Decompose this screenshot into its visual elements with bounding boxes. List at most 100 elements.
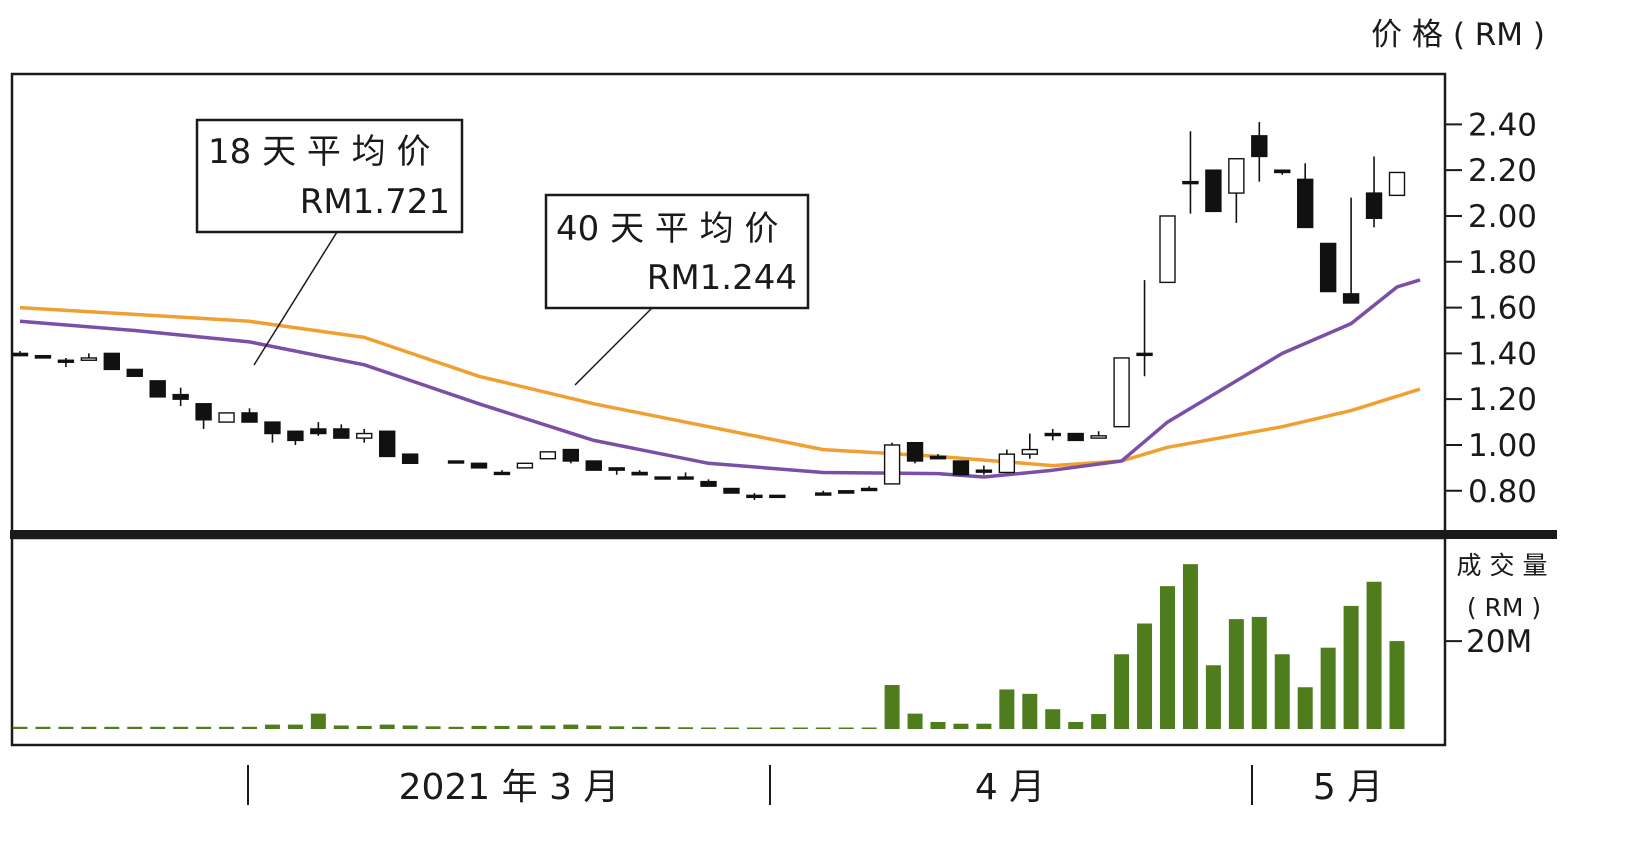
candle-body [447, 460, 465, 464]
candle-body [952, 460, 970, 476]
volume-bar [1320, 647, 1336, 729]
volume-bar [1274, 654, 1290, 729]
candle-body [585, 460, 602, 471]
candle-body [218, 412, 235, 423]
volume-bar [976, 723, 992, 729]
candle-body [1228, 158, 1245, 194]
candle [608, 467, 625, 475]
candle [860, 486, 878, 492]
candle-body [998, 453, 1016, 474]
candle [11, 351, 29, 357]
candle [1274, 169, 1291, 175]
candle-body [310, 428, 327, 435]
price-tick-label: 2.20 [1468, 153, 1537, 189]
candle [264, 421, 281, 443]
candle [746, 493, 763, 500]
candle [1136, 280, 1153, 377]
candle [1090, 431, 1107, 439]
volume-bar [333, 725, 349, 729]
price-tick-label: 1.00 [1468, 428, 1537, 464]
volume-bar [58, 726, 74, 729]
volume-bar [425, 726, 441, 729]
candle [1205, 169, 1222, 213]
candle-body [860, 487, 878, 492]
volume-bar [815, 727, 831, 729]
candle [80, 353, 98, 361]
volume-bar [953, 723, 969, 729]
candlesticks [11, 122, 1406, 500]
candle-body [677, 476, 694, 480]
volume-axis-title: 成 交 量 [1457, 551, 1548, 580]
candle [356, 428, 373, 443]
ma40-callout-title: 40 天 平 均 价 [556, 209, 779, 249]
candle [516, 462, 534, 469]
candle [218, 412, 235, 423]
candle [585, 460, 602, 471]
candle-body [57, 359, 75, 363]
ma40-pointer [574, 307, 653, 386]
volume-bar [930, 721, 946, 729]
candle [447, 460, 465, 464]
candle [1113, 357, 1130, 428]
volume-bar [907, 713, 923, 729]
candle [815, 490, 832, 496]
candle [493, 470, 511, 476]
candle [333, 424, 350, 439]
volume-bar [379, 724, 395, 729]
candle [677, 472, 694, 480]
volume-bar [287, 724, 303, 729]
candle [700, 479, 717, 487]
volume-bar [678, 727, 694, 729]
price-tick-label: 1.60 [1468, 291, 1537, 327]
volume-bar [792, 727, 808, 729]
volume-axis-title-unit: ( RM ) [1467, 593, 1541, 622]
candle-body [1159, 215, 1176, 284]
price-tick-label: 1.80 [1468, 245, 1537, 281]
candle-body [493, 471, 511, 476]
volume-bar [127, 726, 143, 729]
candle [1228, 158, 1245, 223]
candle-body [1296, 178, 1314, 229]
candle-body [241, 412, 258, 423]
volume-bar [173, 726, 189, 729]
volume-bar [563, 724, 579, 729]
candle-body [149, 380, 166, 398]
candle [769, 494, 786, 499]
candle [952, 460, 970, 476]
candle [975, 465, 993, 475]
candle-body [1274, 169, 1291, 174]
panel-divider [10, 530, 1557, 539]
candle [103, 352, 121, 371]
candle-body [379, 430, 396, 458]
candle-body [654, 476, 671, 480]
candle-body [1021, 448, 1038, 455]
volume-bar [471, 725, 487, 729]
candle-body [195, 403, 212, 421]
volume-bar [632, 726, 648, 729]
volume-bar [1366, 581, 1382, 729]
volume-bar [264, 724, 280, 729]
volume-bar [769, 727, 785, 729]
candle [126, 368, 143, 377]
candle [470, 462, 488, 469]
price-tick-label: 2.40 [1468, 107, 1537, 143]
price-tick-label: 2.00 [1468, 199, 1537, 235]
volume-bar [1137, 623, 1153, 729]
volume-bar [1182, 564, 1198, 729]
price-axis-title: 价 格 ( RM ) [1371, 17, 1545, 53]
ma18-line [19, 278, 1421, 479]
candle-body [883, 444, 901, 485]
candle-body [562, 448, 579, 462]
candle-body [700, 480, 717, 487]
price-tick-label: 0.80 [1468, 474, 1537, 510]
candle-body [11, 352, 29, 357]
candle [1342, 197, 1360, 304]
candle-body [103, 352, 121, 371]
candle [287, 430, 304, 445]
candle [539, 451, 557, 460]
volume-bar [884, 685, 900, 729]
candle-body [631, 471, 648, 476]
candle-body [929, 455, 947, 460]
candle [195, 403, 212, 429]
volume-bar [12, 726, 28, 729]
